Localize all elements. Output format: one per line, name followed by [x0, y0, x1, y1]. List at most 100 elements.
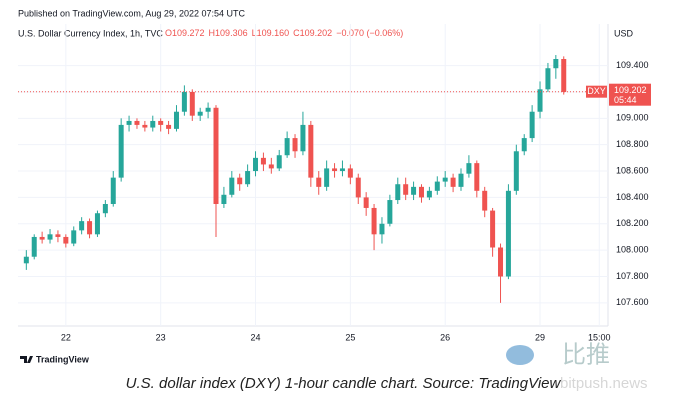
candle-body — [23, 256, 29, 264]
candle-body — [142, 124, 148, 128]
y-tick-label: 108.600 — [616, 165, 649, 175]
symbol-label: DXY — [587, 86, 606, 96]
caption: U.S. dollar index (DXY) 1-hour candle ch… — [126, 375, 562, 392]
x-tick-label: 29 — [535, 332, 545, 342]
candle-body — [537, 89, 543, 112]
candle-body — [371, 207, 377, 235]
candle-body — [260, 157, 266, 165]
candle-body — [426, 190, 432, 198]
candle-body — [411, 186, 417, 195]
candle-body — [355, 177, 361, 198]
candle-body — [292, 138, 298, 152]
candle-body — [205, 107, 211, 112]
candle-body — [87, 221, 93, 235]
candle-body — [339, 168, 345, 172]
y-tick-label: 108.800 — [616, 139, 649, 149]
candle-body — [213, 107, 219, 204]
legend-value: −0.070 (−0.06%) — [336, 28, 403, 38]
candle-body — [505, 190, 511, 277]
candle-body — [181, 91, 187, 112]
candle-body — [110, 177, 116, 204]
logo-text: TradingView — [36, 354, 90, 364]
candle-body — [395, 184, 401, 201]
candle-body — [513, 151, 519, 191]
legend-value: C109.202 — [293, 28, 332, 38]
countdown-label: 05:44 — [614, 95, 637, 105]
watermark-cn: 比推 — [562, 341, 610, 368]
candle-body — [474, 163, 480, 191]
candle-body — [363, 197, 369, 208]
candle-body — [529, 111, 535, 139]
y-tick-label: 108.000 — [616, 245, 649, 255]
y-tick-label: 108.400 — [616, 192, 649, 202]
candle-body — [245, 171, 251, 185]
candle-body — [521, 138, 527, 152]
candle-body — [150, 120, 156, 128]
candle-body — [387, 200, 393, 224]
candle-body — [466, 163, 472, 174]
candle-body — [166, 124, 172, 129]
candle-body — [300, 124, 306, 152]
candle-body — [47, 234, 53, 240]
last-price-label: 109.202 — [614, 85, 647, 95]
published: Published on TradingView.com, Aug 29, 20… — [18, 8, 245, 18]
x-tick-label: 23 — [156, 332, 166, 342]
candle-body — [498, 247, 504, 277]
candle-body — [418, 186, 424, 198]
candle-body — [545, 68, 551, 90]
candle-body — [482, 190, 488, 211]
candle-body — [561, 59, 567, 92]
candle-body — [229, 177, 235, 195]
x-tick-label: 25 — [345, 332, 355, 342]
x-tick-label: 26 — [440, 332, 450, 342]
candle-body — [189, 91, 195, 116]
tv-logo: TradingView — [20, 354, 90, 364]
legend-value: H109.306 — [209, 28, 248, 38]
price-box — [609, 83, 651, 106]
candle-body — [316, 177, 322, 187]
candle-body — [102, 204, 108, 214]
candle-body — [221, 194, 227, 204]
candle-body — [324, 168, 330, 187]
y-axis-label: USD — [614, 28, 634, 38]
candle-body — [458, 173, 464, 187]
candle-body — [308, 124, 314, 178]
candle-body — [434, 181, 440, 191]
symbol-box — [586, 85, 607, 98]
x-tick-label: 15:00 — [588, 332, 611, 342]
candle-body — [403, 184, 409, 195]
candle-body — [237, 177, 243, 185]
watermark: 比推 bitpush.news — [506, 341, 648, 392]
candle-body — [31, 236, 37, 257]
candle-body — [284, 138, 290, 156]
y-tick-label: 109.400 — [616, 60, 649, 70]
ohlc-legend: O109.272 H109.306 L109.160 C109.202 −0.070 (… — [165, 28, 403, 38]
candle-body — [71, 230, 77, 244]
candle-body — [276, 155, 282, 169]
candle-body — [197, 111, 203, 116]
candle-body — [379, 223, 385, 235]
chart-title: U.S. Dollar Currency Index, 1h, TVC — [18, 28, 163, 38]
candle-body — [79, 221, 85, 231]
candle-body — [39, 236, 45, 240]
candle-body — [332, 168, 338, 172]
candle-body — [450, 177, 456, 187]
y-tick-label: 107.600 — [616, 297, 649, 307]
candle-body — [268, 164, 274, 169]
y-tick-label: 109.000 — [616, 113, 649, 123]
candle-body — [63, 236, 69, 244]
candle-body — [553, 59, 559, 69]
candle-body — [94, 213, 100, 235]
legend-value: O109.272 — [165, 28, 205, 38]
candle-body — [158, 120, 164, 125]
candle-body — [442, 177, 448, 182]
x-tick-label: 22 — [61, 332, 71, 342]
y-tick-label: 108.200 — [616, 218, 649, 228]
y-tick-label: 107.800 — [616, 271, 649, 281]
candle-body — [253, 157, 259, 172]
candle-body — [126, 120, 132, 125]
legend-value: L109.160 — [252, 28, 290, 38]
candle-body — [118, 124, 124, 178]
